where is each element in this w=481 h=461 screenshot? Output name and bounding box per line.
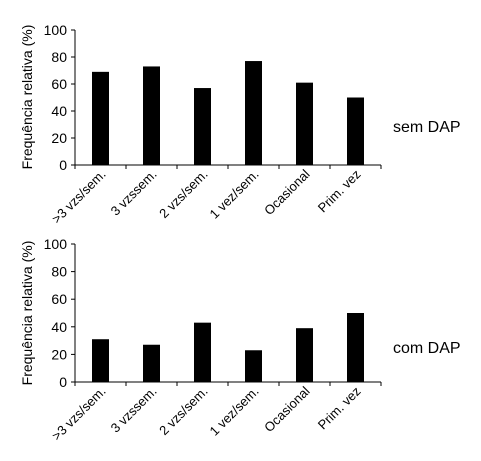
bar: [296, 328, 313, 382]
y-axis-title: Frequência relativa (%): [19, 25, 35, 170]
bar: [194, 88, 211, 165]
x-tick-label: 1 vez/sem.: [207, 384, 262, 439]
y-tick-label: 0: [59, 157, 67, 173]
x-tick-label: 3 vzssem.: [108, 384, 160, 436]
x-tick-label: Prim. vez: [315, 384, 364, 433]
y-tick-label: 40: [51, 319, 67, 335]
y-tick-label: 80: [51, 264, 67, 280]
x-tick-label: 2 vzs/sem.: [156, 384, 211, 439]
series-annotation: sem DAP: [393, 119, 461, 136]
y-tick-label: 80: [51, 49, 67, 65]
chart-sem-dap: 0 20 40 60 80 100 >3 vzs/sem. 3 vzssem.2 vzs/se…: [19, 22, 461, 226]
series-annotation: com DAP: [393, 340, 461, 357]
bar: [92, 339, 109, 382]
bar: [245, 350, 262, 382]
x-tick-label: Prim. vez: [315, 167, 364, 216]
bar: [245, 61, 262, 165]
y-axis-title: Frequência relativa (%): [19, 241, 35, 386]
y-tick-label: 0: [59, 374, 67, 390]
x-tick-label: >3 vzs/sem.: [49, 384, 109, 444]
bar: [92, 71, 109, 165]
y-tick-label: 100: [44, 236, 68, 252]
x-tick-label: >3 vzs/sem.: [49, 167, 109, 227]
chart-com-dap: 0 20 40 60 80 100 >3 vzs/sem. 3 vzssem.2 vzs/se…: [19, 236, 461, 443]
bar: [143, 344, 160, 382]
y-tick-label: 60: [51, 76, 67, 92]
x-tick-label: 3 vzssem.: [108, 167, 160, 219]
y-tick-label: 100: [44, 22, 68, 38]
bar: [143, 66, 160, 165]
bar: [194, 322, 211, 382]
bar: [296, 82, 313, 165]
x-tick-label: 2 vzs/sem.: [156, 167, 211, 222]
y-tick-label: 20: [51, 346, 67, 362]
x-tick-label: Ocasional: [261, 383, 313, 435]
x-tick-label: 1 vez/sem.: [207, 167, 262, 222]
bar: [347, 97, 364, 165]
bar: [347, 313, 364, 382]
x-tick-label: Ocasional: [261, 166, 313, 218]
y-tick-label: 60: [51, 291, 67, 307]
y-tick-label: 20: [51, 130, 67, 146]
y-tick-label: 40: [51, 103, 67, 119]
